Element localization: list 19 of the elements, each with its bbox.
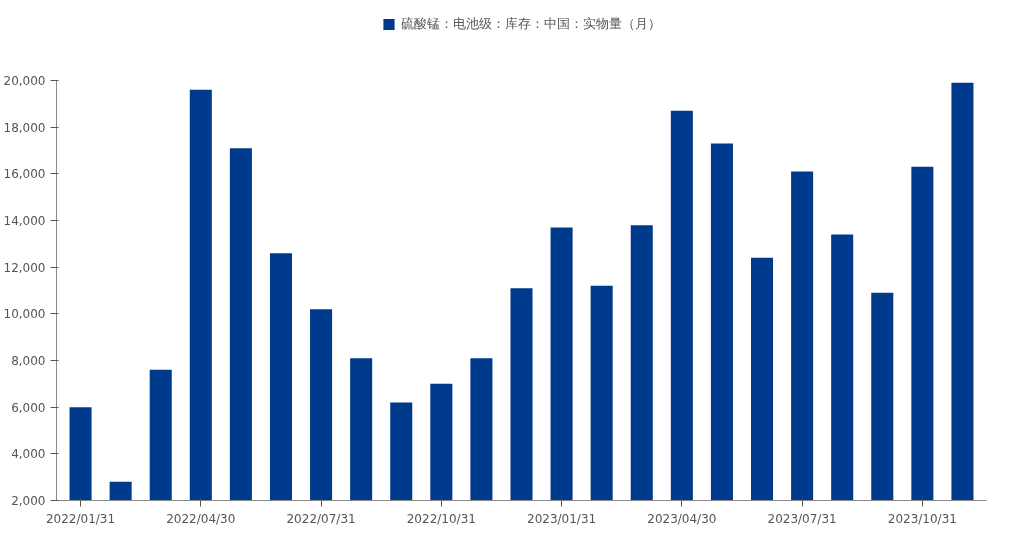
x-tick-label: 2023/10/31: [887, 511, 957, 526]
y-tick-label: 8,000: [11, 354, 46, 368]
x-tick-label: 2023/07/31: [767, 511, 837, 526]
y-tick-label: 2,000: [11, 494, 46, 508]
y-tick-label: 6,000: [11, 400, 46, 415]
y-tick-label: 18,000: [3, 120, 46, 135]
x-tick-label: 2022/10/31: [406, 511, 476, 526]
y-tick-label: 10,000: [3, 307, 46, 322]
y-tick-label: 14,000: [3, 214, 46, 228]
y-tick-label: 4,000: [11, 447, 46, 462]
y-tick-label: 16,000: [3, 167, 46, 182]
x-tick-label: 2022/01/31: [45, 511, 116, 526]
legend-label: 硫酸锰：电池级：库存：中国：实物量（月）: [400, 15, 661, 33]
y-tick-label: 12,000: [3, 260, 46, 275]
x-tick-label: 2022/04/30: [166, 511, 236, 526]
y-tick-label: 20,000: [3, 74, 46, 88]
x-tick-label: 2023/04/30: [647, 511, 717, 526]
x-tick-label: 2022/07/31: [286, 511, 356, 526]
x-tick-label: 2023/01/31: [527, 511, 597, 526]
